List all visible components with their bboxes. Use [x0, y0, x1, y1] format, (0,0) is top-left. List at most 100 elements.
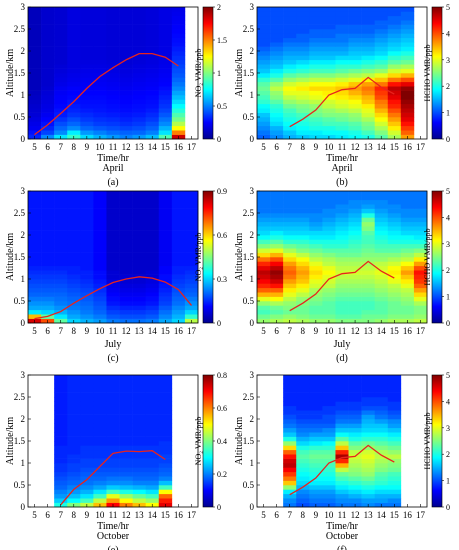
heatmap-cell [257, 33, 271, 39]
heatmap-cell [28, 305, 42, 311]
heatmap-cell [348, 195, 362, 201]
heatmap-cell [309, 410, 323, 415]
heatmap-cell [80, 401, 94, 407]
heatmap-cell [106, 230, 120, 236]
heatmap-cell [145, 265, 160, 271]
heatmap-cell [283, 252, 297, 258]
heatmap-cell [361, 296, 375, 302]
heatmap-cell [28, 292, 42, 297]
heatmap-cell [28, 309, 42, 315]
heatmap-cell [54, 204, 68, 209]
heatmap-cell [283, 213, 297, 218]
heatmap-cell [361, 235, 375, 240]
heatmap-cell [80, 449, 94, 455]
heatmap-cell [387, 392, 402, 398]
heatmap-cell [335, 199, 349, 205]
y-axis-label: Altitude/km [234, 233, 245, 282]
heatmap-cell [41, 68, 55, 74]
heatmap-cell [80, 296, 94, 302]
heatmap-cell [400, 55, 415, 61]
heatmap-cell [296, 401, 310, 407]
heatmap-cell [119, 55, 133, 61]
heatmap-cell [41, 55, 55, 61]
heatmap-cell [119, 199, 133, 205]
heatmap-cell [348, 125, 362, 131]
heatmap-cell [335, 441, 349, 446]
heatmap-cell [67, 230, 81, 236]
heatmap-cell [387, 24, 402, 30]
heatmap-cell [335, 283, 349, 289]
heatmap-cell [119, 59, 133, 65]
heatmap-cell [54, 130, 68, 135]
heatmap-cell [335, 221, 349, 227]
heatmap-cell [158, 239, 173, 245]
heatmap-cell [387, 95, 402, 100]
heatmap-cell [309, 77, 323, 83]
heatmap-cell [335, 301, 349, 306]
heatmap-cell [106, 419, 120, 424]
heatmap-cell [41, 11, 55, 17]
heatmap-cell [145, 29, 160, 34]
x-tick-label: 8 [72, 326, 77, 336]
heatmap-cell [335, 489, 349, 495]
heatmap-cell [257, 55, 271, 61]
heatmap-cell [132, 55, 146, 61]
heatmap-cell [348, 11, 362, 17]
heatmap-cell [158, 261, 173, 267]
heatmap-cell [119, 64, 133, 69]
heatmap-cell [145, 305, 160, 311]
heatmap-cell [67, 51, 81, 56]
heatmap-cell [171, 217, 186, 223]
colorbar-tick-label: 1 [446, 109, 450, 118]
heatmap-cell [54, 471, 68, 477]
heatmap-cell [119, 86, 133, 91]
heatmap-cell [257, 11, 271, 17]
heatmap-cell [132, 217, 146, 223]
x-tick-label: 12 [122, 510, 131, 520]
heatmap-cell [361, 287, 375, 293]
heatmap-cell [322, 270, 336, 275]
heatmap-cell [54, 121, 68, 127]
colorbar-tick-label: 0.2 [217, 470, 227, 479]
heatmap-cell [41, 64, 55, 69]
x-tick-label: 16 [403, 510, 413, 520]
heatmap-cell [374, 414, 389, 420]
heatmap-cell [145, 296, 160, 302]
heatmap-cell [361, 42, 375, 47]
heatmap-cell [322, 379, 336, 385]
heatmap-cell [67, 64, 81, 69]
heatmap-cell [145, 454, 160, 459]
y-tick-label: 0.5 [14, 296, 26, 306]
heatmap-cell [67, 33, 81, 39]
heatmap-cell [80, 436, 94, 442]
heatmap-cell [270, 64, 284, 69]
panel-d: 5 6 7 8 9 10 11 12 13 14 15 16 1700.511.522.53Altitu… [234, 186, 450, 364]
heatmap-cell [132, 279, 146, 284]
heatmap-cell [28, 90, 42, 96]
x-axis-label: Time/hr [326, 521, 359, 532]
heatmap-cell [171, 117, 186, 122]
heatmap-cell [119, 292, 133, 297]
heatmap-cell [119, 388, 133, 393]
heatmap-cell [28, 226, 42, 231]
heatmap-cell [348, 99, 362, 105]
heatmap-cell [28, 20, 42, 25]
heatmap-cell [387, 11, 402, 17]
heatmap-cell [80, 77, 94, 83]
heatmap-cell [270, 270, 284, 275]
heatmap-cell [80, 73, 94, 78]
y-tick-label: 1.5 [14, 68, 26, 78]
heatmap-cell [145, 463, 160, 468]
y-tick-label: 2 [250, 230, 255, 240]
colorbar-tick-label: 4 [446, 213, 450, 222]
heatmap-cell [158, 309, 173, 315]
colorbar-tick-label: 1 [446, 477, 450, 486]
heatmap-cell [93, 33, 107, 39]
heatmap-cell [270, 15, 284, 21]
heatmap-cell [296, 42, 310, 47]
heatmap-cell [361, 226, 375, 231]
heatmap-cell [361, 480, 375, 486]
heatmap-cell [54, 454, 68, 459]
heatmap-cell [80, 42, 94, 47]
heatmap-cell [80, 454, 94, 459]
